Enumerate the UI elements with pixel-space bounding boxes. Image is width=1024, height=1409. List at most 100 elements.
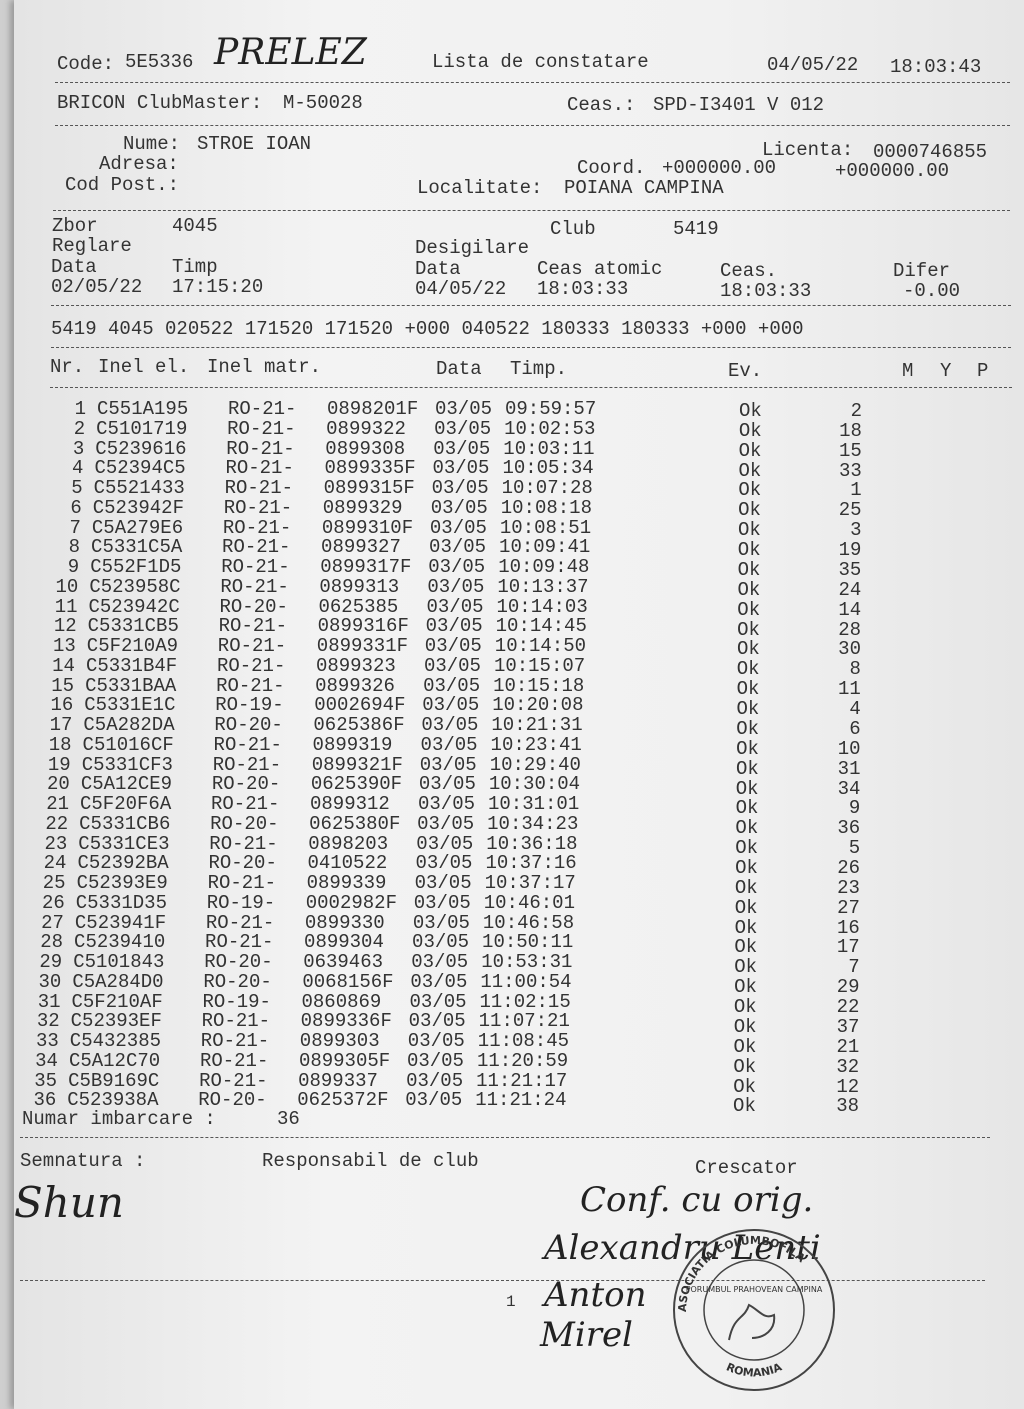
club: 5419 — [673, 218, 719, 240]
stamp: ASOCIATIA COLUMBOFILA PORUMBUL PRAHOVEAN… — [673, 1229, 835, 1391]
clock-time-label: Ceas. — [720, 260, 778, 282]
ring-electronic: C5F20F6A — [80, 793, 172, 815]
ring-number: 0899317F — [320, 556, 412, 578]
row-nr: 33 — [35, 1030, 59, 1052]
arrival-date: 03/05 — [418, 773, 476, 796]
breeder-label: Crescator — [695, 1157, 798, 1179]
rank: 9 — [848, 797, 861, 820]
arrival-time: 10:03:11 — [503, 437, 595, 460]
arrival-date: 03/05 — [425, 615, 483, 638]
club-responsible-label: Responsabil de club — [262, 1150, 479, 1172]
event: Ok — [734, 916, 758, 939]
arrival-time: 11:20:59 — [476, 1049, 569, 1072]
arrival-time: 10:09:48 — [498, 556, 590, 578]
arrival-date: 03/05 — [414, 872, 472, 894]
event: Ok — [733, 1035, 757, 1058]
arrival-date: 03/05 — [408, 1010, 466, 1033]
ring-prefix: RO-20- — [210, 812, 279, 835]
rank: 5 — [848, 837, 861, 860]
col-ring-matr: Inel matr. — [207, 356, 322, 378]
separator — [55, 82, 1010, 83]
row-nr: 15 — [51, 674, 75, 697]
rank: 18 — [839, 419, 862, 442]
rank: 14 — [838, 598, 862, 621]
arrival-time: 11:21:24 — [475, 1089, 567, 1112]
rank: 1 — [850, 479, 862, 502]
ring-electronic: C52393E9 — [76, 872, 168, 894]
ring-number: 0899321F — [311, 753, 403, 776]
row-nr: 27 — [41, 911, 64, 934]
arrival-time: 10:14:45 — [495, 615, 587, 638]
arrival-date: 03/05 — [412, 931, 470, 954]
arrival-time: 11:07:21 — [478, 1010, 570, 1033]
unseal-date-label: Data — [415, 258, 461, 280]
ring-prefix: RO-20- — [204, 951, 273, 973]
stamp-middle: PORUMBUL PRAHOVEAN CAMPINA — [686, 1285, 823, 1294]
ring-electronic: C5432385 — [69, 1030, 162, 1052]
row-nr: 17 — [49, 714, 73, 736]
ring-electronic: C523942F — [92, 496, 184, 519]
rank: 21 — [836, 1035, 860, 1058]
row-nr: 8 — [68, 536, 81, 559]
event: Ok — [738, 459, 762, 482]
arrival-time: 10:29:40 — [489, 753, 581, 776]
address-label: Adresa: — [99, 153, 179, 175]
row-nr: 7 — [69, 516, 81, 539]
event: Ok — [733, 1015, 757, 1038]
event: Ok — [738, 439, 762, 462]
row-nr: 9 — [67, 556, 80, 578]
ring-electronic: C5521433 — [93, 477, 185, 499]
ring-prefix: RO-20- — [219, 595, 288, 618]
arrival-date: 03/05 — [409, 990, 467, 1013]
row-nr: 35 — [34, 1069, 58, 1092]
event: Ok — [736, 678, 760, 701]
rank: 24 — [838, 578, 862, 601]
ring-prefix: RO-20- — [208, 852, 277, 875]
ring-number: 0899331F — [316, 635, 409, 657]
arrival-date: 03/05 — [424, 635, 482, 657]
event: Ok — [738, 499, 761, 522]
arrival-date: 03/05 — [420, 733, 478, 756]
arrival-date: 03/05 — [432, 457, 490, 480]
event: Ok — [734, 936, 758, 959]
arrival-date: 03/05 — [422, 694, 480, 717]
arrival-time: 10:08:18 — [500, 496, 592, 519]
code-line: 5419 4045 020522 171520 171520 +000 0405… — [51, 318, 804, 340]
print-date: 04/05/22 — [767, 54, 859, 76]
ring-electronic: C5A12C70 — [68, 1049, 161, 1072]
event: Ok — [734, 956, 758, 979]
ring-prefix: RO-19- — [215, 694, 284, 717]
arrival-time: 10:09:41 — [499, 536, 591, 559]
ring-number: 0625380F — [309, 812, 401, 835]
event: Ok — [735, 797, 759, 820]
ring-prefix: RO-21- — [199, 1069, 268, 1092]
rank: 30 — [838, 638, 861, 661]
event: Ok — [733, 996, 757, 1019]
arrival-date: 03/05 — [413, 891, 471, 914]
code-label: Code: — [57, 53, 115, 75]
separator — [53, 210, 1010, 211]
ring-prefix: RO-21- — [207, 872, 277, 894]
arrival-time: 11:00:54 — [480, 970, 572, 993]
col-ring-el: Inel el. — [98, 356, 190, 378]
row-nr: 14 — [52, 654, 75, 677]
col-y: Y — [940, 360, 952, 382]
ring-prefix: RO-19- — [202, 990, 271, 1013]
arrival-time: 10:08:51 — [499, 516, 592, 539]
event: Ok — [738, 479, 762, 502]
event: Ok — [736, 638, 760, 661]
stamp-bottom: ROMANIA — [724, 1360, 784, 1379]
rank: 4 — [849, 698, 861, 721]
row-nr: 23 — [44, 832, 68, 855]
ring-electronic: C5F210A9 — [86, 635, 179, 657]
arrival-date: 03/05 — [406, 1049, 464, 1072]
signer: Anton — [544, 1275, 647, 1315]
row-nr: 24 — [43, 852, 67, 875]
ring-number: 0899310F — [321, 516, 414, 539]
arrival-date: 03/05 — [433, 437, 491, 460]
ring-number: 0899337 — [298, 1069, 378, 1092]
clock-time: 18:03:33 — [720, 280, 812, 302]
ring-number: 0625390F — [310, 773, 403, 796]
ring-electronic: C5331B4F — [85, 654, 178, 677]
arrival-date: 03/05 — [429, 536, 487, 559]
